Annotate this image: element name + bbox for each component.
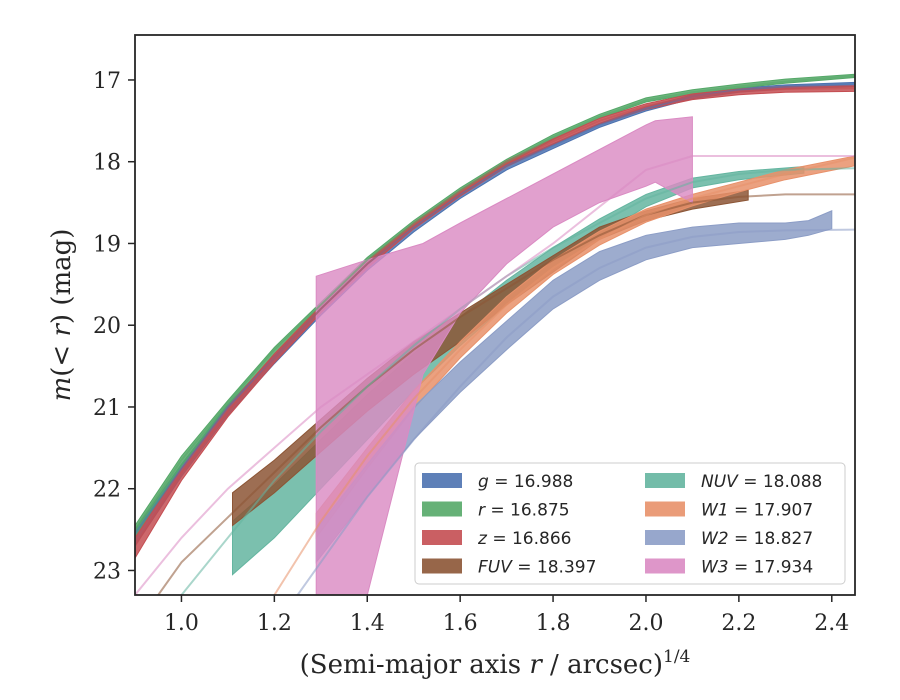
- curve-w2: [296, 228, 855, 595]
- plot-frame: [134, 34, 856, 596]
- legend-swatch-w2: [645, 530, 685, 545]
- legend-value-w2: = 18.827: [729, 529, 814, 549]
- legend-swatch-g: [422, 473, 462, 488]
- legend-band-g: g: [478, 472, 489, 492]
- x-axis-label-pre: (Semi-major axis: [300, 650, 530, 680]
- legend-label-w2: W2 = 18.827: [701, 529, 813, 549]
- legend-swatch-fuv: [422, 558, 462, 574]
- x-tick-label: 1.4: [350, 611, 385, 636]
- curve-w3: [135, 155, 855, 595]
- x-tick-label: 2.4: [814, 611, 849, 636]
- x-axis: 1.0 1.2 1.4 1.6 1.8 2.0 2.2 2.4: [164, 595, 849, 636]
- legend-swatch-nuv: [645, 473, 685, 488]
- y-tick-label: 23: [93, 559, 121, 584]
- y-axis-label-var: r: [47, 323, 77, 337]
- curve-w1: [273, 156, 855, 595]
- x-axis-label-var: r: [529, 650, 543, 680]
- y-axis-label-post: ) (mag): [47, 229, 77, 325]
- legend-swatch-w3: [645, 558, 685, 574]
- x-axis-label-post: / arcsec): [542, 650, 663, 680]
- legend-swatch-r: [422, 501, 462, 517]
- legend-value-nuv: = 18.088: [738, 472, 823, 492]
- band-w1: [315, 155, 855, 540]
- x-tick-label: 2.2: [721, 611, 756, 636]
- legend-band-r: r: [478, 501, 486, 521]
- y-axis-label-pre: m: [47, 377, 77, 402]
- curve-r: [135, 74, 855, 531]
- x-axis-label-sup: 1/4: [663, 647, 690, 667]
- x-tick-label: 1.8: [536, 611, 571, 636]
- legend-band-w2: W2: [701, 529, 729, 549]
- legend-value-g: = 16.988: [489, 472, 574, 492]
- y-tick-label: 17: [93, 69, 121, 94]
- legend-band-w1: W1: [701, 501, 729, 521]
- legend-band-nuv: NUV: [701, 472, 739, 492]
- legend-label-w3: W3 = 17.934: [701, 558, 813, 578]
- legend-label-nuv: NUV = 18.088: [701, 472, 822, 492]
- y-tick-label: 22: [93, 478, 121, 503]
- y-tick-label: 18: [93, 151, 121, 176]
- y-tick-label: 21: [93, 396, 121, 421]
- x-axis-label: (Semi-major axis r / arcsec)1/4: [300, 647, 691, 680]
- series-curves: [135, 74, 855, 595]
- legend-value-r: = 16.875: [485, 501, 570, 521]
- y-axis-label-mid: (<: [47, 337, 77, 377]
- legend-label-fuv: FUV = 18.397: [478, 558, 596, 578]
- legend-label-w1: W1 = 17.907: [701, 501, 813, 521]
- x-tick-label: 1.2: [257, 611, 292, 636]
- y-axis: 17 18 19 20 21 22 23: [93, 69, 135, 584]
- legend-value-w3: = 17.934: [729, 558, 814, 578]
- legend-swatch-w1: [645, 501, 685, 517]
- y-axis-label: m(< r) (mag): [47, 229, 77, 402]
- curve-fuv: [157, 193, 855, 595]
- legend-band-fuv: FUV: [478, 558, 513, 578]
- x-tick-label: 1.6: [443, 611, 478, 636]
- legend-value-fuv: = 18.397: [512, 558, 597, 578]
- legend-band-w3: W3: [701, 558, 729, 578]
- legend-label-r: r = 16.875: [478, 501, 570, 521]
- y-tick-label: 19: [93, 232, 121, 257]
- legend-band-z: z: [477, 529, 488, 549]
- legend-value-z: = 16.866: [487, 529, 572, 549]
- legend-label-z: z = 16.866: [477, 529, 571, 549]
- x-tick-label: 1.0: [164, 611, 199, 636]
- curve-z: [135, 87, 855, 547]
- legend-frame: [414, 462, 846, 585]
- legend-value-w1: = 17.907: [729, 501, 814, 521]
- legend-label-g: g = 16.988: [478, 472, 573, 492]
- y-tick-label: 20: [93, 314, 121, 339]
- band-w2: [315, 210, 833, 564]
- legend-swatch-z: [422, 530, 462, 545]
- x-tick-label: 2.0: [628, 611, 663, 636]
